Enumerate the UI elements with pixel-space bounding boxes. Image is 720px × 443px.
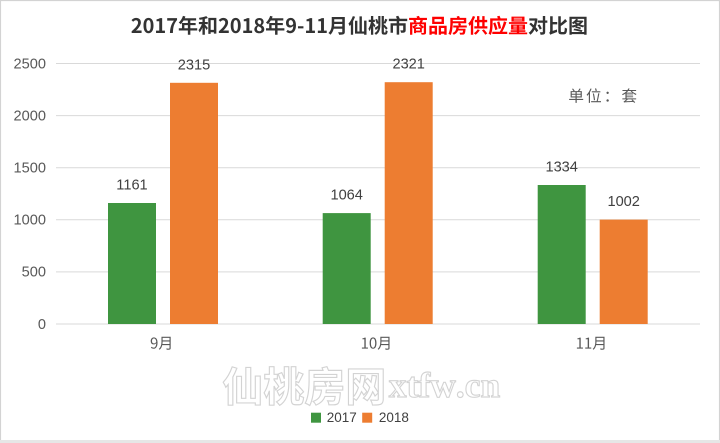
svg-text:0: 0 — [38, 317, 46, 333]
svg-text:2321: 2321 — [392, 57, 424, 73]
svg-text:2315: 2315 — [178, 57, 210, 73]
svg-text:1064: 1064 — [330, 188, 362, 204]
svg-text:1000: 1000 — [14, 213, 46, 229]
svg-text:2017: 2017 — [327, 410, 357, 425]
svg-text:2018: 2018 — [379, 410, 409, 425]
svg-text:1161: 1161 — [116, 178, 147, 194]
svg-text:500: 500 — [22, 265, 46, 281]
svg-text:2000: 2000 — [14, 108, 46, 124]
svg-text:1002: 1002 — [607, 194, 639, 210]
svg-text:2500: 2500 — [14, 56, 46, 72]
svg-text:1334: 1334 — [545, 160, 577, 176]
svg-text:1500: 1500 — [14, 161, 46, 177]
